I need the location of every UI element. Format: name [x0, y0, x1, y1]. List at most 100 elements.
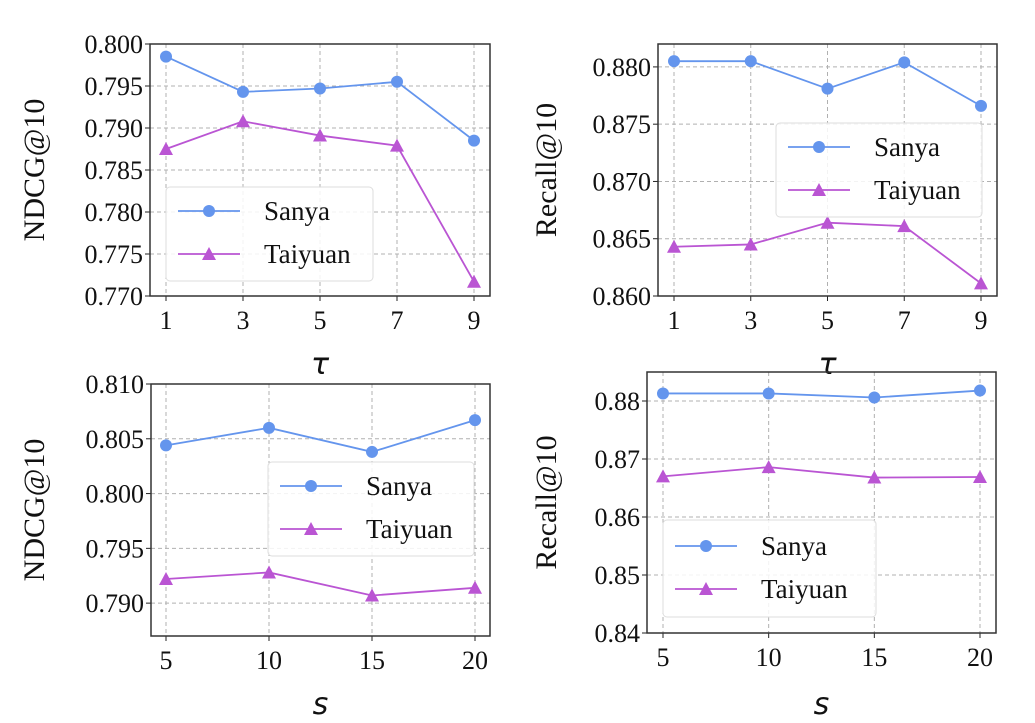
data-point-sanya — [160, 439, 172, 452]
data-point-taiyuan — [468, 580, 482, 594]
y-tick-label: 0.86 — [595, 503, 641, 532]
x-tick-label: 3 — [237, 306, 250, 335]
data-point-sanya — [744, 55, 757, 68]
data-point-taiyuan — [236, 114, 250, 128]
plot-frame — [150, 383, 491, 637]
data-point-taiyuan — [667, 239, 681, 253]
y-tick-label: 0.800 — [85, 30, 144, 59]
data-point-taiyuan — [974, 276, 988, 290]
legend-marker-circle-icon — [813, 141, 825, 153]
x-tick-label: 15 — [861, 643, 887, 672]
y-tick-label: 0.870 — [593, 167, 652, 196]
plot-frame — [646, 371, 997, 634]
data-point-taiyuan — [656, 469, 670, 483]
y-tick-label: 0.875 — [593, 110, 652, 139]
y-tick-label: 0.810 — [86, 370, 145, 399]
y-tick-label: 0.800 — [86, 480, 145, 509]
legend-entry-sanya: Sanya — [675, 531, 827, 561]
y-tick-label: 0.84 — [595, 619, 641, 648]
x-tick-label: 9 — [975, 306, 988, 335]
legend-label: Taiyuan — [264, 239, 351, 269]
data-point-sanya — [821, 82, 834, 95]
data-point-taiyuan — [390, 138, 404, 152]
data-point-taiyuan — [897, 219, 912, 233]
data-point-sanya — [762, 387, 775, 400]
legend-box — [662, 519, 877, 618]
y-tick-label: 0.805 — [86, 425, 145, 454]
data-point-sanya — [366, 445, 378, 458]
legend-entry-sanya: Sanya — [178, 196, 330, 226]
data-point-sanya — [160, 50, 172, 63]
series-line-sanya — [165, 419, 476, 453]
legend: Sanya Taiyuan — [662, 519, 877, 618]
x-axis-label: τ — [311, 347, 330, 382]
subplot-2: 1 3 5 7 9 0.860 0.865 0.870 0.875 0.880 Sanya Taiyu… — [530, 43, 998, 382]
data-point-taiyuan — [743, 237, 758, 251]
subplot-4: 5 10 15 20 0.84 0.85 0.86 0.87 0.88 Sanya Taiyuan R… — [530, 371, 997, 722]
x-tick-label: 9 — [468, 306, 481, 335]
data-point-sanya — [314, 82, 326, 95]
series-line-taiyuan — [673, 221, 982, 285]
x-tick-label: 1 — [160, 306, 173, 335]
data-point-sanya — [657, 387, 669, 400]
x-tick-label: 7 — [391, 306, 404, 335]
legend-marker-triangle-icon — [699, 582, 713, 595]
x-tick-label: 15 — [359, 646, 385, 675]
plot-frame — [657, 43, 998, 297]
y-tick-label: 0.865 — [593, 225, 652, 254]
series-line-taiyuan — [662, 466, 981, 479]
subplot-3: 5 10 15 20 0.790 0.795 0.800 0.805 0.810 Sanya Tai… — [18, 370, 491, 722]
data-point-sanya — [974, 384, 986, 397]
x-tick-label: 5 — [657, 643, 670, 672]
y-tick-label: 0.795 — [85, 72, 144, 101]
data-point-taiyuan — [365, 588, 379, 602]
y-tick-label: 0.770 — [85, 282, 144, 311]
legend-entry-taiyuan: Taiyuan — [178, 239, 351, 269]
x-tick-label: 3 — [744, 306, 757, 335]
legend-label: Sanya — [264, 196, 330, 226]
data-point-sanya — [237, 85, 249, 98]
y-axis-label: Recall@10 — [530, 435, 563, 569]
data-point-sanya — [391, 75, 403, 88]
data-point-taiyuan — [159, 572, 173, 586]
legend-label: Taiyuan — [874, 175, 961, 205]
x-tick-label: 7 — [898, 306, 911, 335]
y-tick-label: 0.790 — [86, 589, 145, 618]
legend: Sanya Taiyuan — [775, 122, 983, 218]
x-tick-label: 10 — [256, 646, 282, 675]
y-tick-label: 0.775 — [85, 240, 144, 269]
legend-label: Sanya — [366, 471, 432, 501]
y-tick-label: 0.795 — [86, 534, 145, 563]
data-point-sanya — [468, 134, 480, 147]
series-line-sanya — [663, 389, 981, 399]
y-axis-label: NDCG@10 — [18, 99, 51, 242]
legend-marker-triangle-icon — [304, 522, 318, 535]
legend: Sanya Taiyuan — [165, 186, 374, 282]
data-point-taiyuan — [262, 565, 276, 579]
y-tick-label: 0.860 — [593, 282, 652, 311]
y-tick-label: 0.790 — [85, 114, 144, 143]
x-axis-label: τ — [818, 347, 837, 382]
data-point-sanya — [868, 391, 881, 404]
data-point-taiyuan — [313, 128, 327, 142]
data-point-taiyuan — [867, 470, 882, 484]
data-point-sanya — [469, 414, 481, 427]
series-line-taiyuan — [165, 571, 476, 597]
legend-marker-triangle-icon — [812, 183, 826, 196]
legend-label: Taiyuan — [366, 514, 453, 544]
legend-label: Sanya — [761, 531, 827, 561]
data-point-taiyuan — [973, 469, 987, 483]
data-point-sanya — [668, 55, 680, 68]
x-tick-label: 1 — [668, 306, 681, 335]
y-axis-label: NDCG@10 — [18, 439, 51, 582]
legend-entry-taiyuan: Taiyuan — [280, 514, 453, 544]
legend-marker-circle-icon — [203, 205, 215, 217]
y-tick-label: 0.785 — [85, 156, 144, 185]
legend: Sanya Taiyuan — [267, 461, 475, 557]
data-point-taiyuan — [467, 274, 481, 288]
data-point-taiyuan — [159, 142, 173, 155]
legend-entry-sanya: Sanya — [788, 132, 940, 162]
x-axis-label: s — [814, 687, 830, 722]
legend-entry-sanya: Sanya — [280, 471, 432, 501]
y-tick-label: 0.87 — [595, 445, 641, 474]
